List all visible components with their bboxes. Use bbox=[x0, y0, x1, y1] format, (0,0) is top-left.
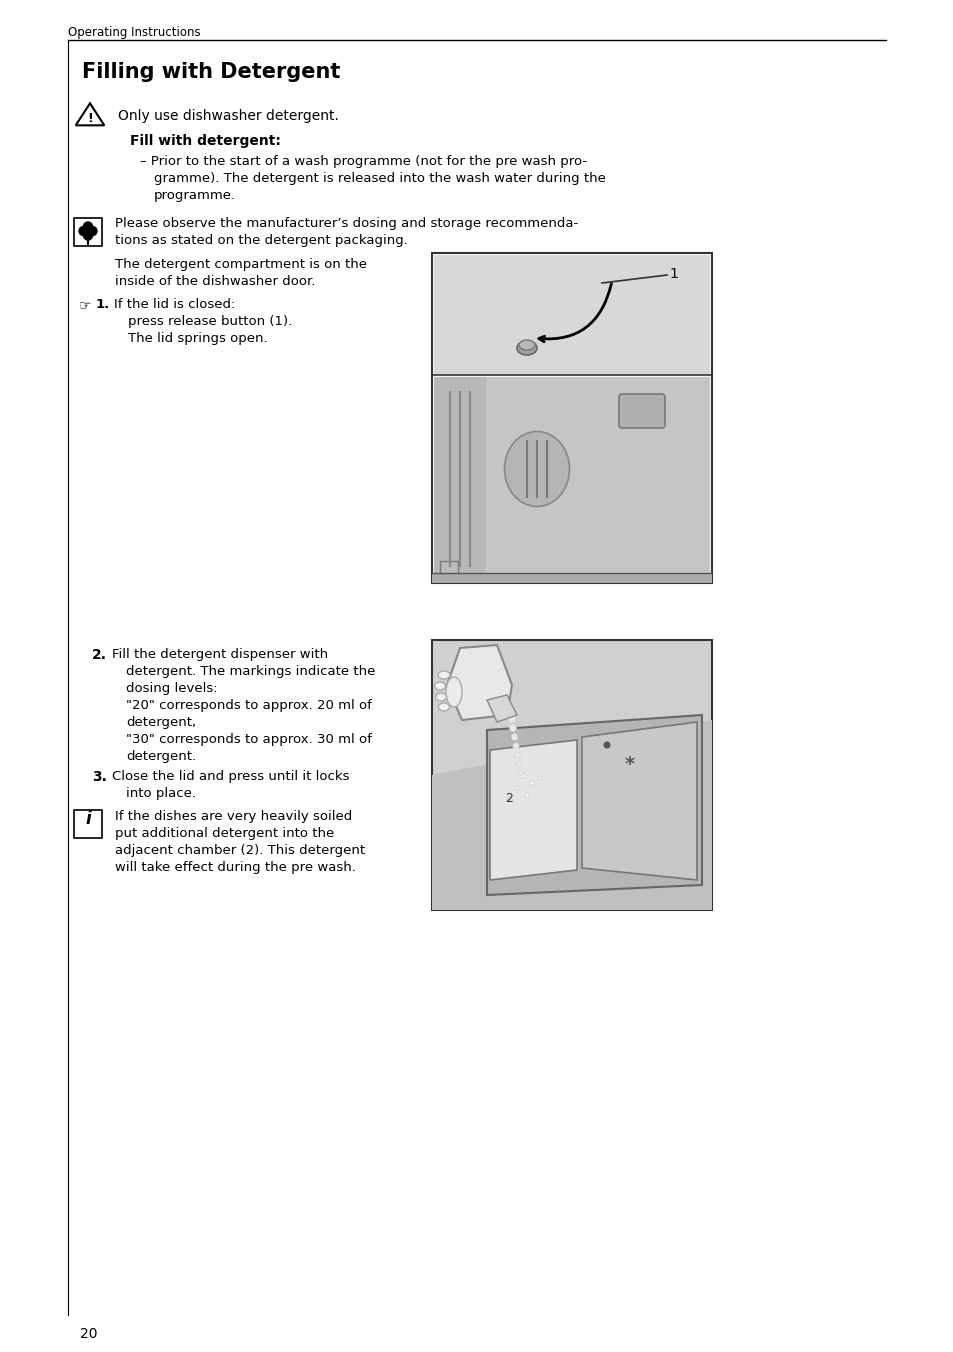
Circle shape bbox=[516, 761, 521, 767]
Ellipse shape bbox=[437, 671, 450, 679]
Text: Only use dishwasher detergent.: Only use dishwasher detergent. bbox=[118, 110, 338, 123]
Bar bbox=[74, 810, 102, 838]
Text: will take effect during the pre wash.: will take effect during the pre wash. bbox=[115, 861, 355, 873]
Text: tions as stated on the detergent packaging.: tions as stated on the detergent packagi… bbox=[115, 234, 408, 247]
Polygon shape bbox=[447, 645, 512, 721]
Bar bbox=[432, 639, 711, 910]
Text: inside of the dishwasher door.: inside of the dishwasher door. bbox=[115, 274, 315, 288]
Text: 1: 1 bbox=[668, 266, 678, 281]
Text: The detergent compartment is on the: The detergent compartment is on the bbox=[115, 258, 367, 270]
Ellipse shape bbox=[504, 431, 569, 507]
Polygon shape bbox=[486, 695, 517, 722]
Circle shape bbox=[514, 752, 520, 758]
Circle shape bbox=[537, 776, 541, 780]
Text: 3.: 3. bbox=[91, 771, 107, 784]
Text: Fill with detergent:: Fill with detergent: bbox=[130, 134, 280, 147]
Ellipse shape bbox=[518, 339, 535, 350]
Text: *: * bbox=[624, 754, 635, 773]
Polygon shape bbox=[432, 721, 711, 910]
Text: 1.: 1. bbox=[96, 297, 111, 311]
Circle shape bbox=[518, 772, 524, 777]
Bar bbox=[432, 573, 711, 583]
Ellipse shape bbox=[438, 703, 449, 711]
Text: Close the lid and press until it locks: Close the lid and press until it locks bbox=[112, 771, 349, 783]
Ellipse shape bbox=[446, 677, 461, 707]
Text: "20" corresponds to approx. 20 ml of: "20" corresponds to approx. 20 ml of bbox=[126, 699, 372, 713]
Bar bbox=[434, 256, 709, 375]
Circle shape bbox=[509, 725, 517, 731]
Circle shape bbox=[505, 706, 514, 714]
Polygon shape bbox=[486, 715, 701, 895]
Circle shape bbox=[511, 734, 517, 741]
Text: adjacent chamber (2). This detergent: adjacent chamber (2). This detergent bbox=[115, 844, 365, 857]
Ellipse shape bbox=[434, 681, 445, 690]
Text: i: i bbox=[85, 810, 91, 827]
Text: detergent,: detergent, bbox=[126, 717, 196, 729]
Circle shape bbox=[88, 227, 97, 235]
Text: programme.: programme. bbox=[153, 189, 236, 201]
Circle shape bbox=[513, 742, 518, 749]
Circle shape bbox=[515, 786, 518, 790]
Circle shape bbox=[84, 231, 92, 241]
Text: gramme). The detergent is released into the wash water during the: gramme). The detergent is released into … bbox=[153, 172, 605, 185]
Text: Filling with Detergent: Filling with Detergent bbox=[82, 62, 340, 82]
Bar bbox=[432, 253, 711, 583]
Circle shape bbox=[529, 780, 534, 786]
Text: "30" corresponds to approx. 30 ml of: "30" corresponds to approx. 30 ml of bbox=[126, 733, 372, 746]
Text: Fill the detergent dispenser with: Fill the detergent dispenser with bbox=[112, 648, 328, 661]
Text: put additional detergent into the: put additional detergent into the bbox=[115, 827, 334, 840]
Ellipse shape bbox=[517, 341, 537, 356]
Text: !: ! bbox=[87, 112, 92, 124]
Circle shape bbox=[517, 771, 522, 776]
Polygon shape bbox=[581, 722, 697, 880]
Text: The lid springs open.: The lid springs open. bbox=[128, 333, 268, 345]
Text: 20: 20 bbox=[80, 1328, 97, 1341]
Circle shape bbox=[507, 796, 512, 800]
Ellipse shape bbox=[435, 694, 446, 700]
Bar bbox=[434, 377, 709, 581]
Circle shape bbox=[507, 715, 515, 723]
Text: Please observe the manufacturer’s dosing and storage recommenda-: Please observe the manufacturer’s dosing… bbox=[115, 218, 578, 230]
Circle shape bbox=[603, 741, 610, 749]
Text: into place.: into place. bbox=[126, 787, 195, 800]
Circle shape bbox=[524, 792, 529, 798]
Bar bbox=[434, 377, 485, 581]
Circle shape bbox=[79, 227, 88, 235]
Text: detergent.: detergent. bbox=[126, 750, 196, 763]
Bar bbox=[74, 218, 102, 246]
Text: ☞: ☞ bbox=[79, 297, 91, 312]
Text: – Prior to the start of a wash programme (not for the pre wash pro-: – Prior to the start of a wash programme… bbox=[140, 155, 586, 168]
Text: detergent. The markings indicate the: detergent. The markings indicate the bbox=[126, 665, 375, 677]
Text: If the lid is closed:: If the lid is closed: bbox=[113, 297, 235, 311]
Text: If the dishes are very heavily soiled: If the dishes are very heavily soiled bbox=[115, 810, 352, 823]
Bar bbox=[439, 561, 457, 575]
FancyBboxPatch shape bbox=[618, 393, 664, 429]
Text: press release button (1).: press release button (1). bbox=[128, 315, 292, 329]
Text: 2: 2 bbox=[504, 792, 513, 804]
Text: Operating Instructions: Operating Instructions bbox=[68, 26, 200, 39]
Text: dosing levels:: dosing levels: bbox=[126, 681, 217, 695]
Polygon shape bbox=[490, 740, 577, 880]
Circle shape bbox=[84, 222, 92, 231]
Text: 2.: 2. bbox=[91, 648, 107, 662]
